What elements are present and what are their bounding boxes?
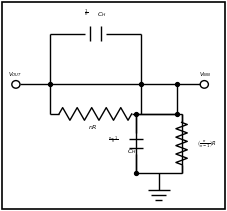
Text: $C_H$: $C_H$ <box>127 147 136 156</box>
Text: $V_{INN}$: $V_{INN}$ <box>199 70 212 79</box>
Text: $V_{OUT}$: $V_{OUT}$ <box>8 70 22 79</box>
Text: $nR$: $nR$ <box>88 123 98 131</box>
Text: $\frac{1}{n}$: $\frac{1}{n}$ <box>84 8 89 19</box>
Text: $\frac{n-1}{n}$: $\frac{n-1}{n}$ <box>108 134 119 145</box>
Text: $\left(\frac{n}{n-1}\right)R$: $\left(\frac{n}{n-1}\right)R$ <box>197 138 216 149</box>
Text: $C_H$: $C_H$ <box>97 10 107 19</box>
